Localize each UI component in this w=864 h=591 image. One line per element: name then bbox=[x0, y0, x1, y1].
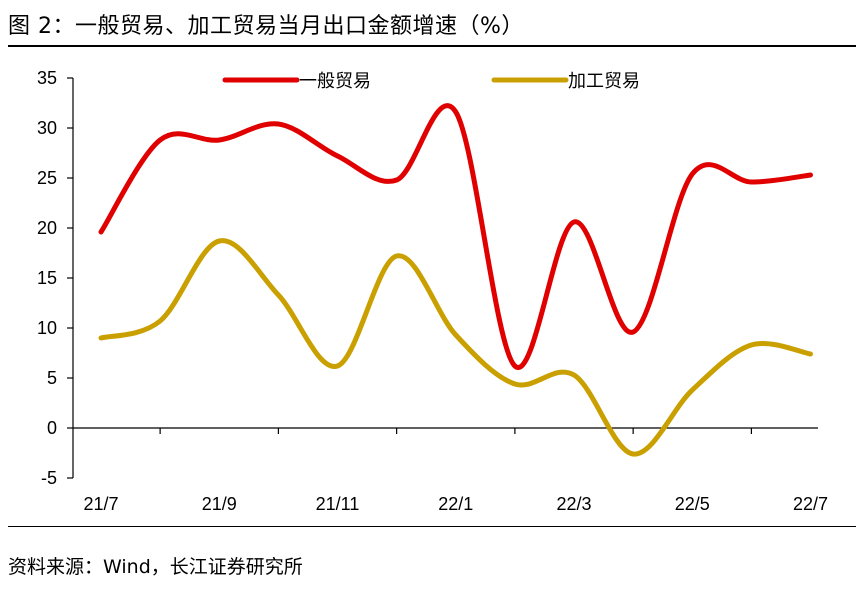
legend-label: 一般贸易 bbox=[299, 71, 371, 92]
title-rule bbox=[8, 45, 856, 47]
y-tick-label: 30 bbox=[37, 118, 57, 138]
x-tick-label: 22/5 bbox=[675, 494, 710, 514]
x-tick-label: 22/7 bbox=[793, 494, 828, 514]
x-tick-label: 21/9 bbox=[202, 494, 237, 514]
series-layer bbox=[98, 103, 813, 457]
x-tick-label: 21/11 bbox=[316, 494, 360, 514]
chart-title: 图 2：一般贸易、加工贸易当月出口金额增速（%） bbox=[8, 14, 524, 39]
y-tick-label: 10 bbox=[37, 318, 57, 338]
y-tick-label: -5 bbox=[41, 468, 57, 488]
x-tick-label: 22/3 bbox=[556, 494, 591, 514]
x-tick-label: 22/1 bbox=[438, 494, 473, 514]
y-tick-label: 25 bbox=[37, 168, 57, 188]
y-tick-label: 20 bbox=[37, 218, 57, 238]
source-rule bbox=[8, 526, 856, 527]
y-tick-label: 15 bbox=[37, 268, 57, 288]
y-tick-label: 35 bbox=[37, 68, 57, 88]
legend-label: 加工贸易 bbox=[568, 71, 640, 92]
series-line-processing-trade bbox=[98, 238, 813, 457]
y-tick-label: 0 bbox=[47, 418, 57, 438]
y-tick-label: 5 bbox=[47, 368, 57, 388]
source-note: 资料来源：Wind，长江证券研究所 bbox=[8, 556, 303, 578]
legend: 一般贸易 加工贸易 bbox=[222, 71, 640, 92]
axes: -5 0 5 10 15 20 25 30 35 21/7 21/9 21/11 22/1 22/3 22/… bbox=[37, 68, 828, 514]
x-tick-label: 21/7 bbox=[83, 494, 118, 514]
series-line-general-trade bbox=[98, 103, 813, 370]
